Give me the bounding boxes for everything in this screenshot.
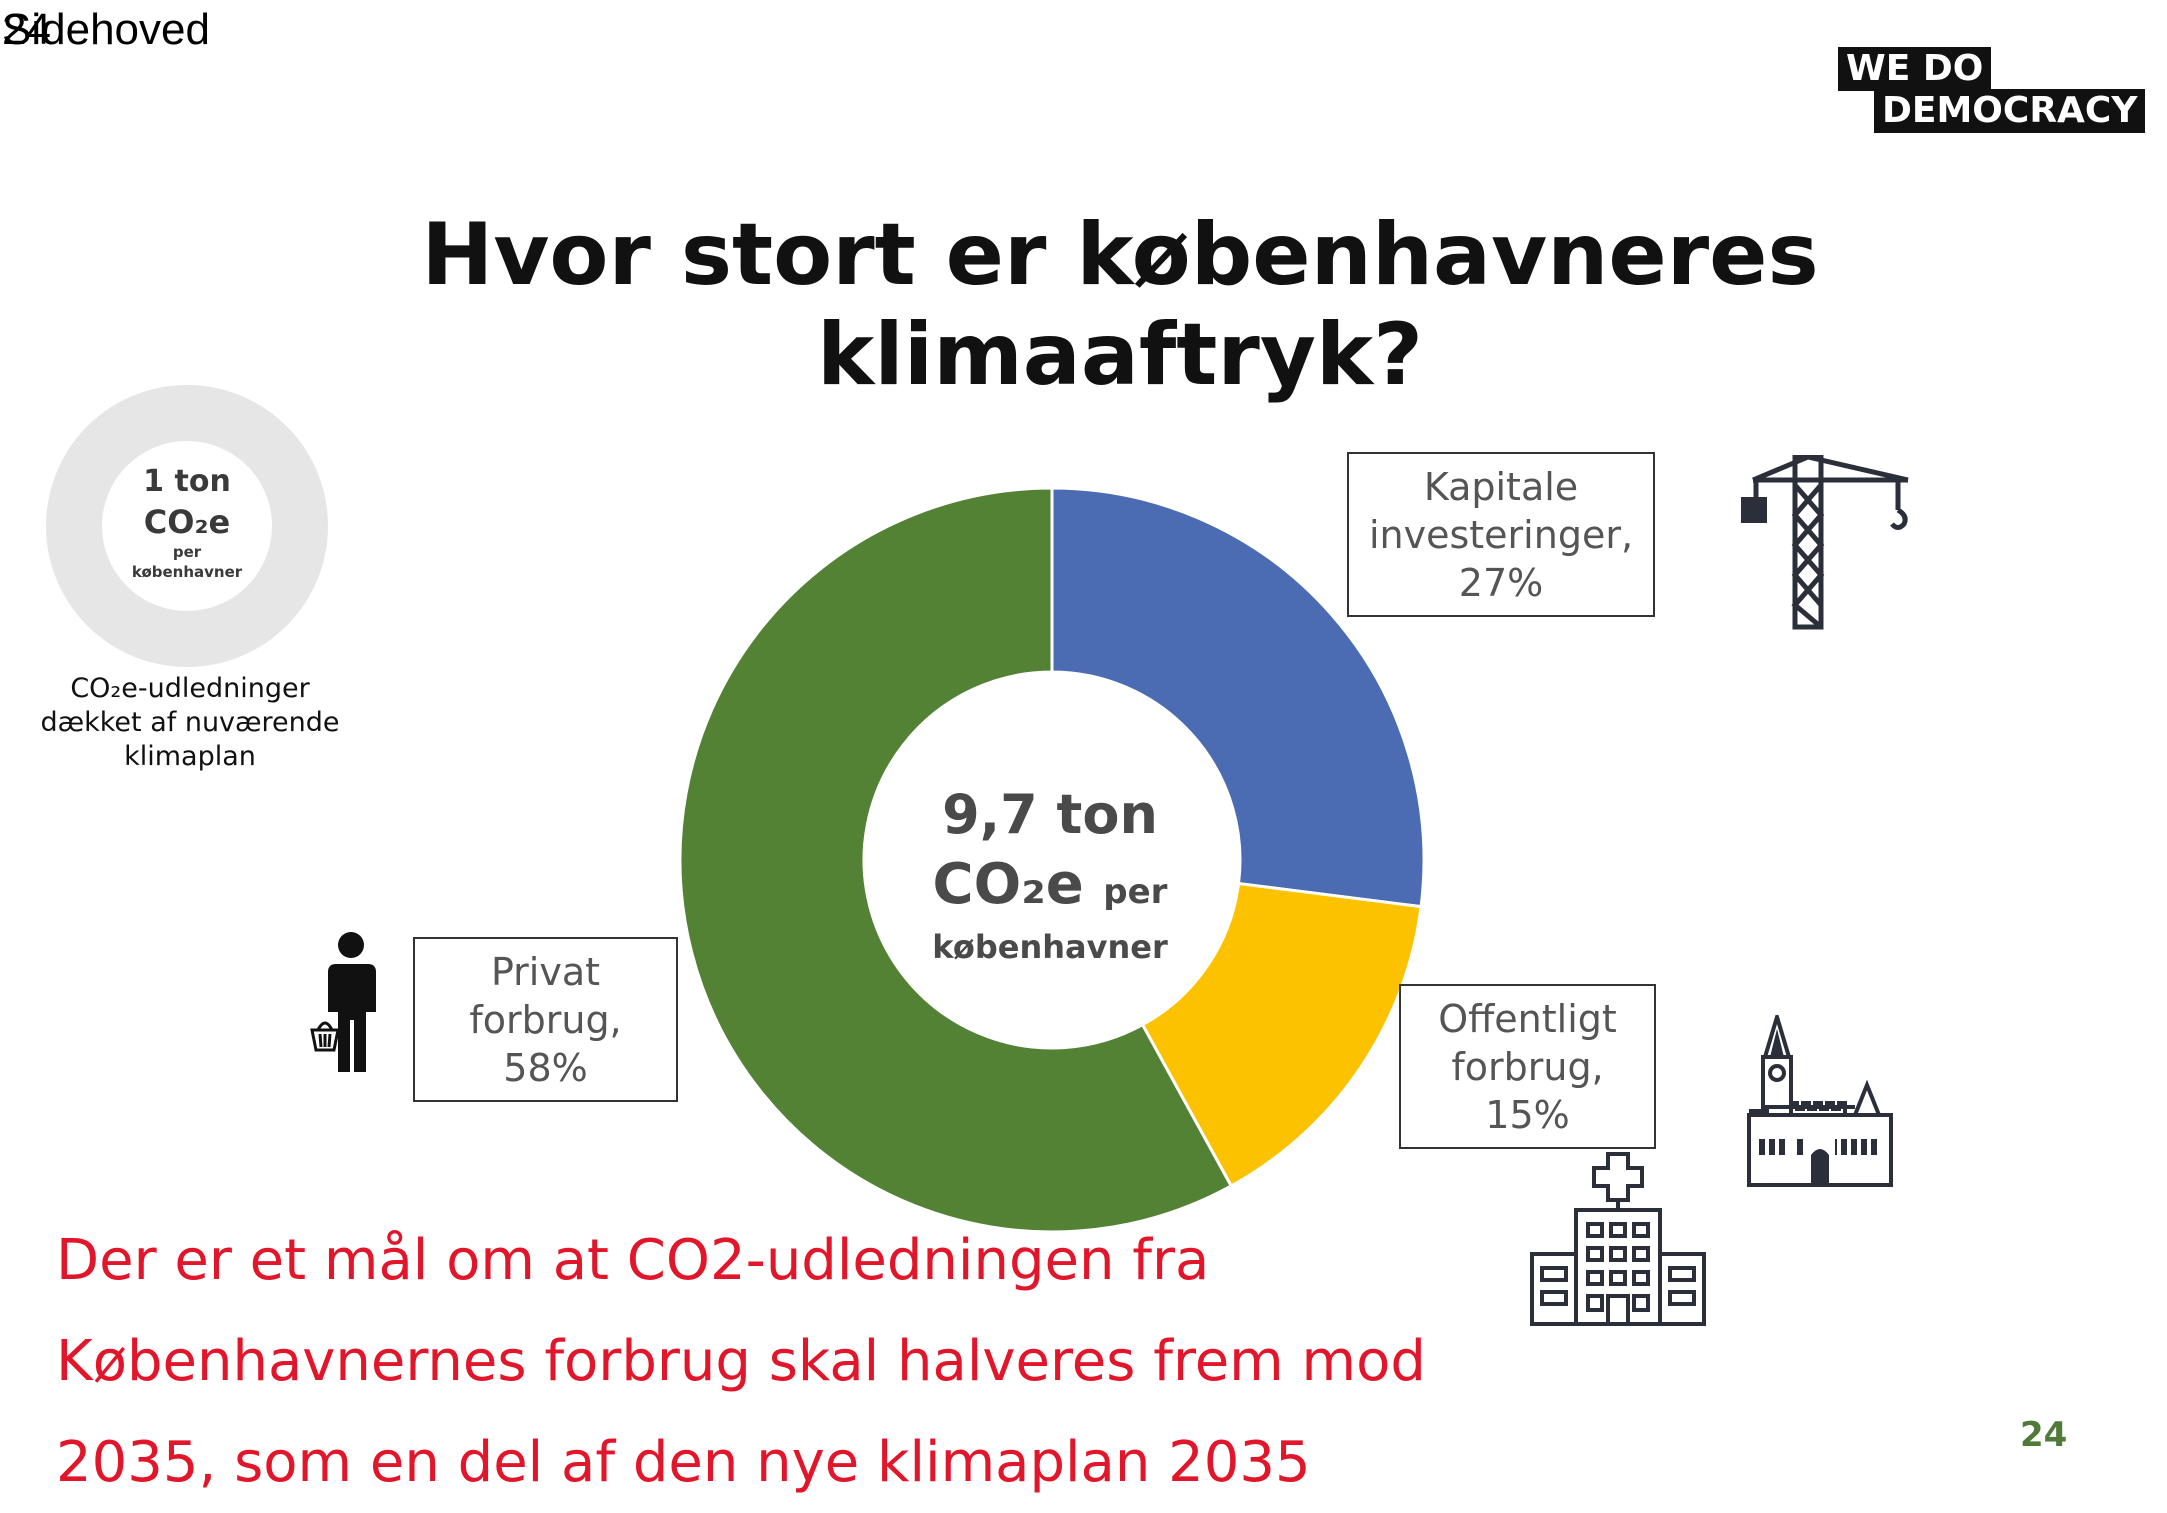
- title-line2: klimaaftryk?: [817, 305, 1423, 405]
- offentlig-line2: forbrug,: [1451, 1044, 1604, 1089]
- offentlig-line3: 15%: [1485, 1092, 1570, 1137]
- privat-line2: forbrug,: [469, 997, 622, 1042]
- logo-line1: WE DO: [1838, 47, 1992, 91]
- small-ring-label: 1 ton CO₂e per københavner: [94, 462, 280, 582]
- center-line1: 9,7 ton: [942, 783, 1158, 846]
- center-line2-main: CO₂e: [932, 852, 1084, 917]
- hospital-icon: [1530, 1152, 1706, 1326]
- header-overlap-number: 24: [2, 5, 51, 54]
- city-hall-icon: [1747, 1015, 1893, 1187]
- caption-line2: dækket af nuværende: [40, 707, 340, 738]
- person-with-basket-icon: [310, 932, 376, 1072]
- we-do-democracy-logo: WE DO DEMOCRACY: [1838, 47, 2146, 133]
- donut-chart: [678, 486, 1426, 1234]
- slide-title: Hvor stort er københavneres klimaaftryk?: [300, 205, 1940, 405]
- offentlig-line1: Offentligt: [1438, 996, 1617, 1041]
- title-line1: Hvor stort er københavneres: [421, 205, 1819, 305]
- bottom-line3: 2035, som en del af den nye klimaplan 20…: [56, 1430, 1311, 1495]
- logo-line2: DEMOCRACY: [1874, 89, 2146, 133]
- small-ring-line1: 1 ton: [143, 464, 231, 499]
- center-line2-suffix: per: [1103, 872, 1168, 912]
- callout-privat: Privat forbrug, 58%: [413, 937, 678, 1102]
- header-label: Sidehoved: [2, 5, 210, 54]
- small-ring-line3: per: [172, 543, 202, 561]
- bottom-line1: Der er et mål om at CO2-udledningen fra: [56, 1228, 1210, 1293]
- callout-offentlig: Offentligt forbrug, 15%: [1399, 984, 1656, 1149]
- small-ring-circle: [46, 385, 328, 667]
- crane-icon: [1741, 455, 1909, 630]
- center-line3: københavner: [932, 928, 1168, 966]
- donut-slice-privat-forbrug: [678, 486, 1234, 1234]
- caption-line3: klimaplan: [124, 741, 256, 772]
- center-line2: CO₂e per: [880, 850, 1220, 927]
- donut-center-label: 9,7 ton CO₂e per københavner: [880, 780, 1220, 967]
- kapital-line3: 27%: [1458, 560, 1544, 605]
- donut-slice-offentligt-forbrug: [1140, 881, 1423, 1189]
- bottom-line2: Københavnernes forbrug skal halveres fre…: [56, 1329, 1426, 1394]
- privat-line3: 58%: [503, 1045, 588, 1090]
- small-ring-line2: CO₂e: [143, 503, 231, 541]
- header-placeholder: Sidehoved 24: [2, 0, 210, 60]
- page-number: 24: [2020, 1415, 2068, 1455]
- bottom-statement: Der er et mål om at CO2-udledningen fra …: [56, 1210, 1556, 1513]
- donut-slice-kapitale-investeringer: [1050, 486, 1426, 909]
- small-ring: [46, 385, 328, 667]
- kapital-line2: investeringer,: [1368, 512, 1634, 557]
- kapital-line1: Kapitale: [1423, 464, 1579, 509]
- privat-line1: Privat: [490, 949, 601, 994]
- caption-line1: CO₂e-udledninger: [70, 673, 310, 704]
- small-ring-line4: københavner: [131, 563, 243, 581]
- small-ring-caption: CO₂e-udledninger dækket af nuværende kli…: [30, 672, 350, 774]
- callout-kapital: Kapitale investeringer, 27%: [1347, 452, 1655, 617]
